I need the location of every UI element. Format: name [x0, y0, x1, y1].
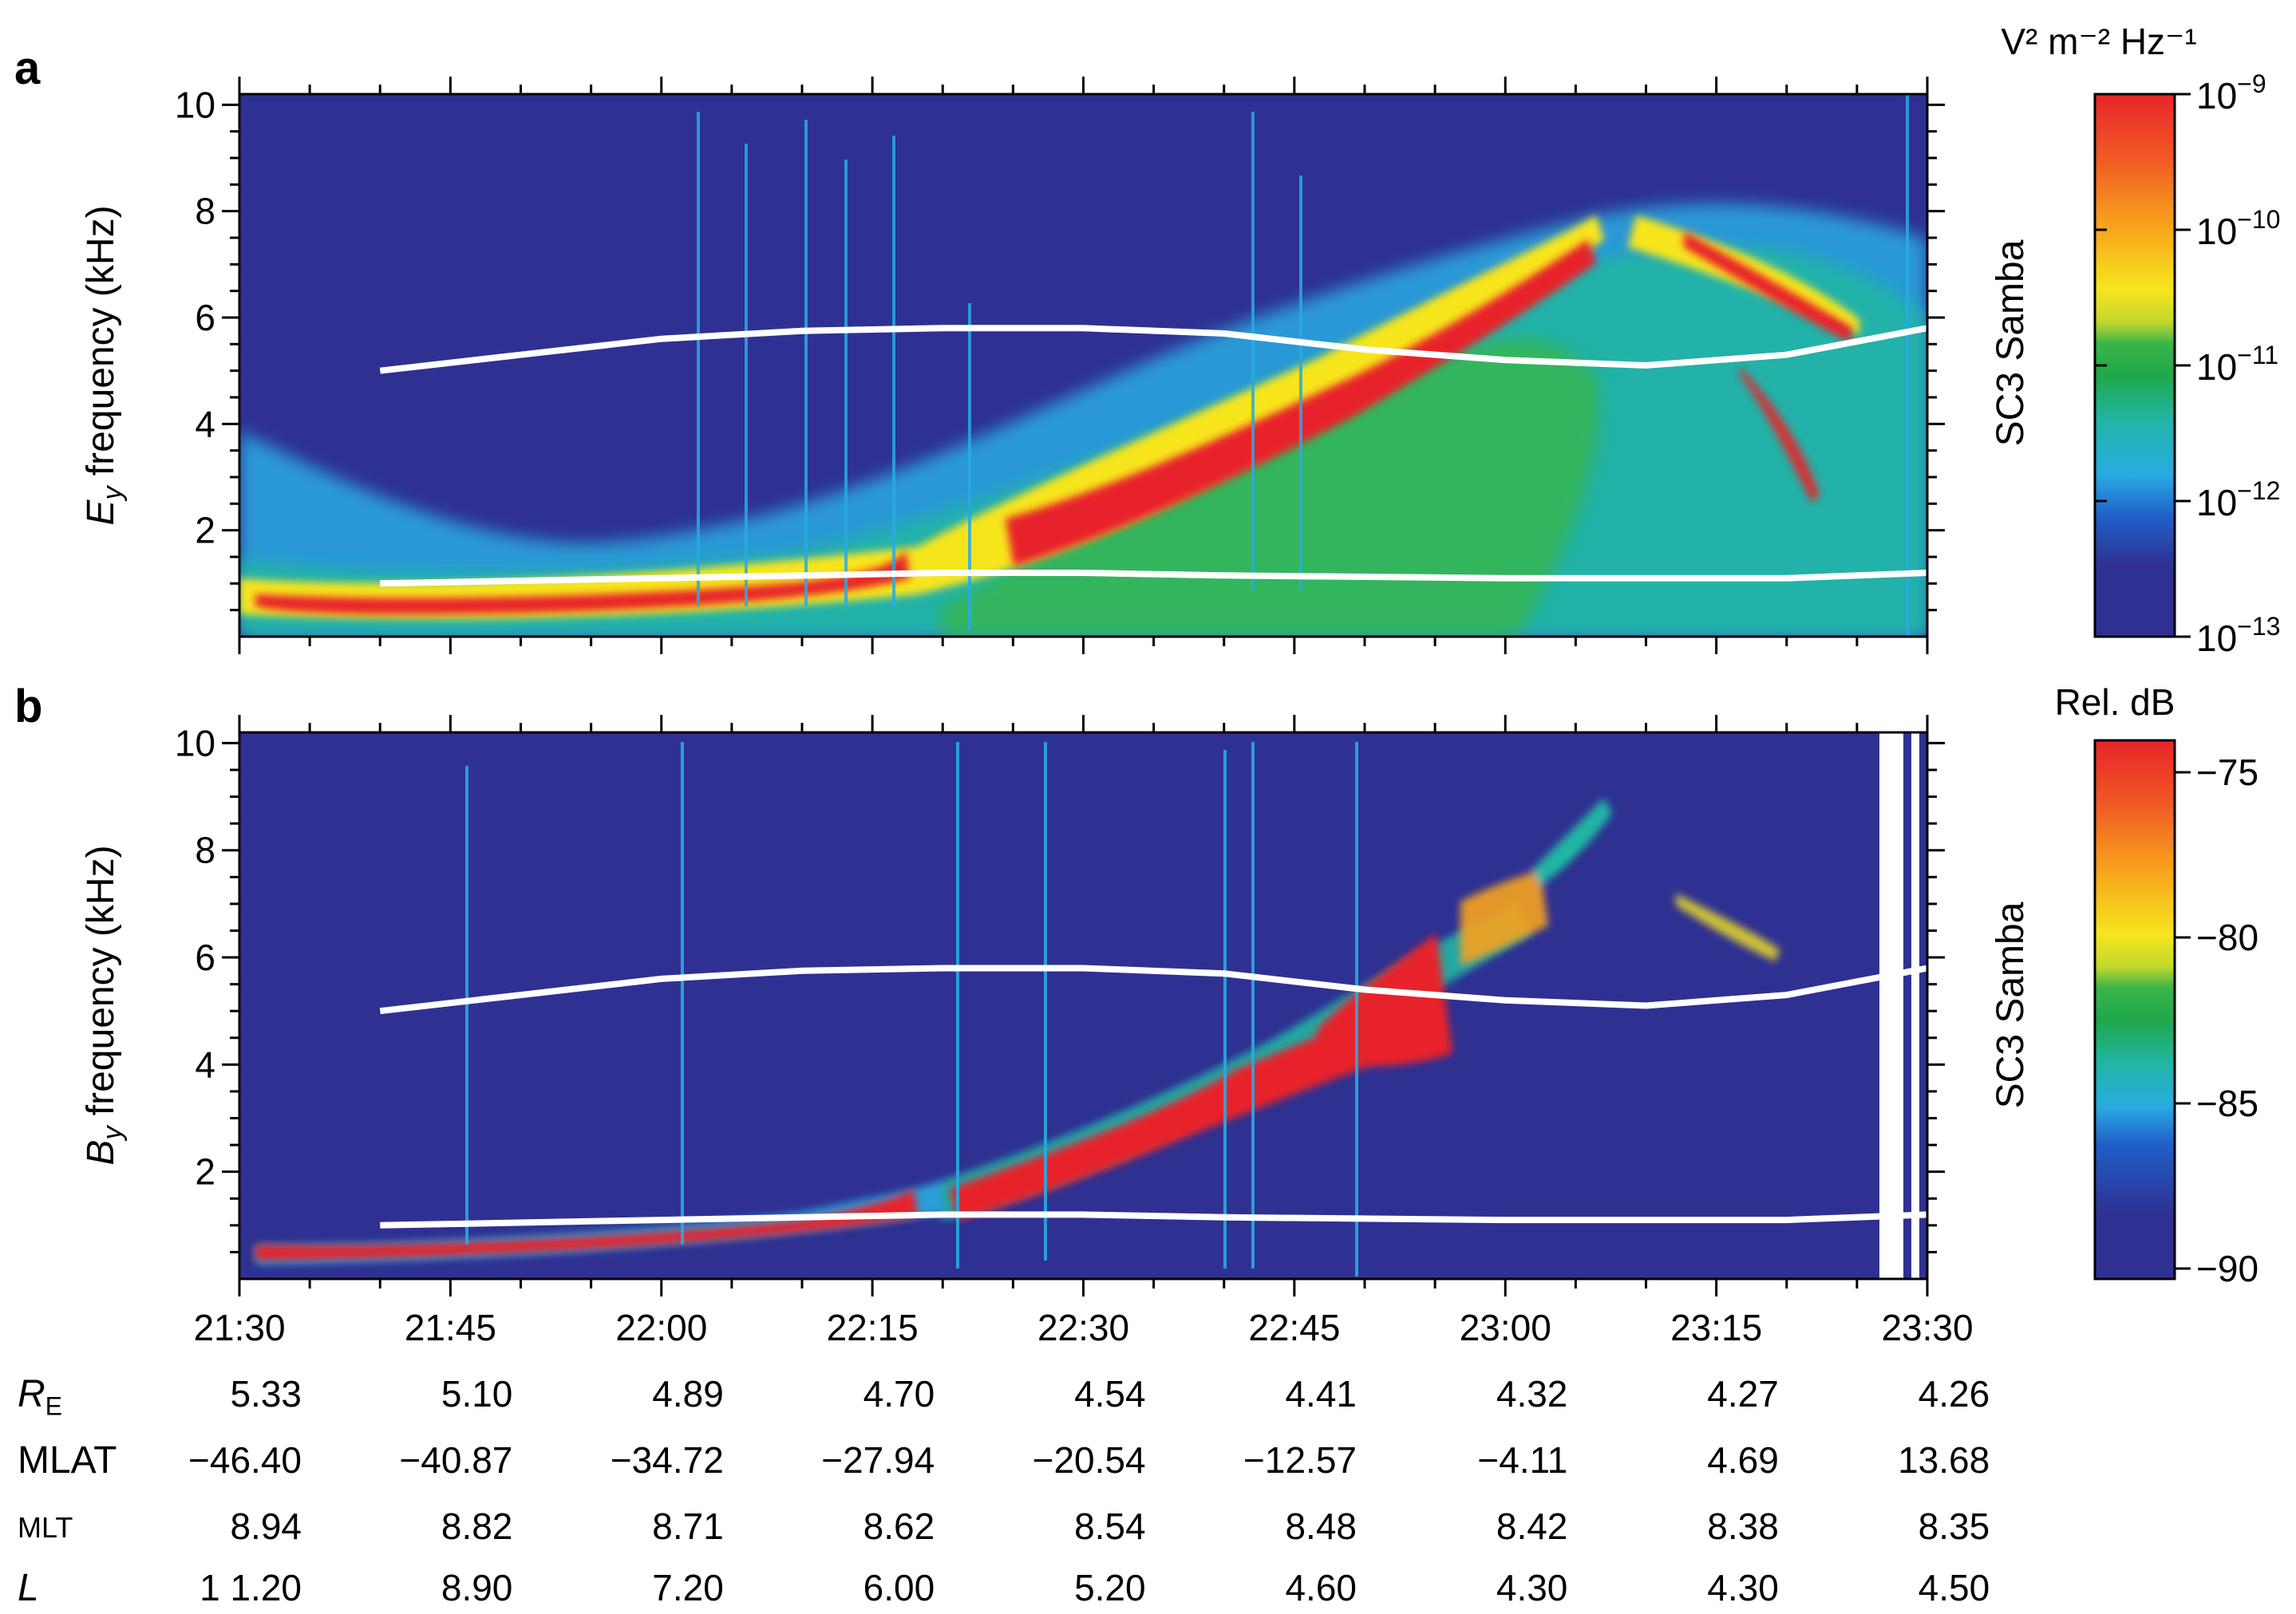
colorbar-tick-label: −85 — [2196, 1083, 2258, 1124]
orbit-row-value: 5.33 — [230, 1373, 302, 1415]
orbit-row-value: −27.94 — [821, 1439, 935, 1481]
orbit-row-value: 4.27 — [1707, 1373, 1779, 1415]
x-tick-label: 22:45 — [1248, 1307, 1340, 1348]
orbit-row-value: 8.42 — [1496, 1505, 1568, 1547]
colorbar-b: Rel. dB −75 −80 −85 −90 — [2055, 681, 2258, 1289]
orbit-row-value: 4.41 — [1285, 1373, 1357, 1415]
orbit-row-value: 8.82 — [441, 1505, 513, 1547]
orbit-row-label: MLT — [18, 1511, 73, 1544]
orbit-row-value: 5.20 — [1074, 1567, 1146, 1608]
colorbar-tick-label: 10−13 — [2196, 612, 2280, 659]
panel-a-lower-frequency-line — [380, 570, 1928, 587]
orbit-row-value: 8.35 — [1918, 1505, 1990, 1547]
orbit-row-value: 4.30 — [1496, 1567, 1568, 1608]
panel-a: 2 4 6 8 10 Ey frequency (kHz) SC3 Samba — [80, 77, 2032, 654]
y-tick-label: 10 — [175, 722, 215, 764]
panel-a-upper-frequency-line — [379, 325, 1928, 374]
orbit-row-value: 1 1.20 — [200, 1567, 302, 1608]
orbit-row-value: 8.48 — [1285, 1505, 1357, 1547]
orbit-row-value: 8.38 — [1707, 1505, 1779, 1547]
x-tick-label: 23:30 — [1881, 1307, 1973, 1348]
orbit-row-label: RE — [18, 1373, 63, 1421]
y-tick-label: 4 — [195, 1044, 215, 1085]
orbit-row-value: −4.11 — [1477, 1439, 1568, 1481]
y-tick-label: 4 — [195, 403, 215, 444]
orbit-row-value: −46.40 — [188, 1439, 302, 1481]
orbit-row-value: 4.69 — [1707, 1439, 1779, 1481]
orbit-row-value: −40.87 — [399, 1439, 513, 1481]
orbit-row-value: 4.60 — [1285, 1567, 1357, 1608]
orbit-row-value: 8.71 — [652, 1505, 724, 1547]
orbit-row-label: MLAT — [18, 1439, 117, 1482]
panel-a-emission — [239, 94, 1927, 637]
colorbar-tick-label: −75 — [2196, 752, 2258, 793]
orbit-row-value: 4.89 — [652, 1373, 724, 1415]
colorbar-b-ticks: −75 −80 −85 −90 — [2175, 752, 2258, 1289]
panel-b: 2 4 6 8 10 21:30 21:45 22:00 22:15 22:30 22:45 23:… — [80, 715, 2032, 1348]
colorbar-tick-label: 10−11 — [2196, 341, 2278, 388]
y-tick-label: 10 — [175, 84, 215, 125]
y-tick-label: 8 — [195, 191, 215, 232]
orbit-row-value: 4.54 — [1074, 1373, 1146, 1415]
panel-b-y-axis-label: By frequency (kHz) — [80, 845, 128, 1165]
x-tick-label: 22:30 — [1037, 1307, 1129, 1348]
x-tick-label: 23:15 — [1670, 1307, 1762, 1348]
orbit-row-value: 4.70 — [863, 1373, 935, 1415]
y-tick-label: 8 — [195, 830, 215, 871]
panel-b-lower-frequency-line — [380, 1211, 1928, 1229]
panel-a-side-label: SC3 Samba — [1990, 239, 2032, 446]
orbit-row-value: 4.32 — [1496, 1373, 1568, 1415]
orbit-row-value: −20.54 — [1032, 1439, 1146, 1481]
orbit-row-value: 8.94 — [230, 1505, 302, 1547]
colorbar-a-ticks: 10−9 10−10 10−11 10−12 10−13 — [2095, 69, 2280, 659]
panel-a-axis-ticks — [222, 77, 1945, 654]
orbit-row-value: 5.10 — [441, 1373, 513, 1415]
colorbar-tick-label: 10−9 — [2196, 69, 2266, 116]
orbit-row-value: 8.62 — [863, 1505, 935, 1547]
panel-a-y-axis-label: Ey frequency (kHz) — [80, 205, 128, 525]
colorbar-tick-label: 10−10 — [2196, 205, 2280, 252]
panel-label-a: a — [14, 42, 41, 94]
x-tick-label: 21:30 — [193, 1307, 285, 1348]
panel-b-axis-ticks — [222, 715, 1945, 1296]
panel-b-y-tick-labels: 2 4 6 8 10 — [175, 722, 215, 1192]
y-tick-label: 2 — [195, 1151, 215, 1193]
panel-b-upper-frequency-line — [379, 965, 1928, 1015]
orbit-row-label: L — [18, 1567, 39, 1609]
colorbar-tick-label: 10−12 — [2196, 476, 2280, 523]
colorbar-a: V² m⁻² Hz⁻¹ 10−9 10−10 10−11 10−12 10−13 — [2001, 21, 2280, 659]
panel-b-emission — [255, 732, 1919, 1279]
panel-label-b: b — [14, 681, 43, 732]
orbit-row-value: 4.30 — [1707, 1567, 1779, 1608]
colorbar-tick-label: −80 — [2196, 917, 2258, 958]
y-tick-label: 6 — [195, 937, 215, 978]
y-tick-label: 2 — [195, 510, 215, 551]
panel-b-x-tick-labels: 21:30 21:45 22:00 22:15 22:30 22:45 23:00 23:15… — [193, 1307, 1973, 1348]
x-tick-label: 22:15 — [827, 1307, 919, 1348]
orbit-row-value: 8.54 — [1074, 1505, 1146, 1547]
orbit-row-value: 4.50 — [1918, 1567, 1990, 1608]
colorbar-tick-label: −90 — [2196, 1248, 2258, 1289]
orbit-row-value: 7.20 — [652, 1567, 724, 1608]
orbit-row-value: −12.57 — [1243, 1439, 1357, 1481]
colorbar-b-gradient — [2093, 739, 2176, 1281]
orbit-row-value: 13.68 — [1898, 1439, 1990, 1481]
colorbar-b-title: Rel. dB — [2055, 681, 2175, 723]
panel-b-side-label: SC3 Samba — [1990, 902, 2032, 1108]
y-tick-label: 6 — [195, 297, 215, 338]
panel-a-y-tick-labels: 2 4 6 8 10 — [175, 84, 215, 550]
panel-b-data-gap — [1879, 732, 1903, 1279]
orbit-row-value: 4.26 — [1918, 1373, 1990, 1415]
orbit-row-value: 6.00 — [863, 1567, 935, 1608]
x-tick-label: 22:00 — [615, 1307, 707, 1348]
colorbar-a-title: V² m⁻² Hz⁻¹ — [2001, 21, 2196, 62]
orbit-row-value: −34.72 — [610, 1439, 724, 1481]
x-tick-label: 21:45 — [405, 1307, 496, 1348]
orbit-row-value: 8.90 — [441, 1567, 513, 1608]
x-tick-label: 23:00 — [1460, 1307, 1551, 1348]
